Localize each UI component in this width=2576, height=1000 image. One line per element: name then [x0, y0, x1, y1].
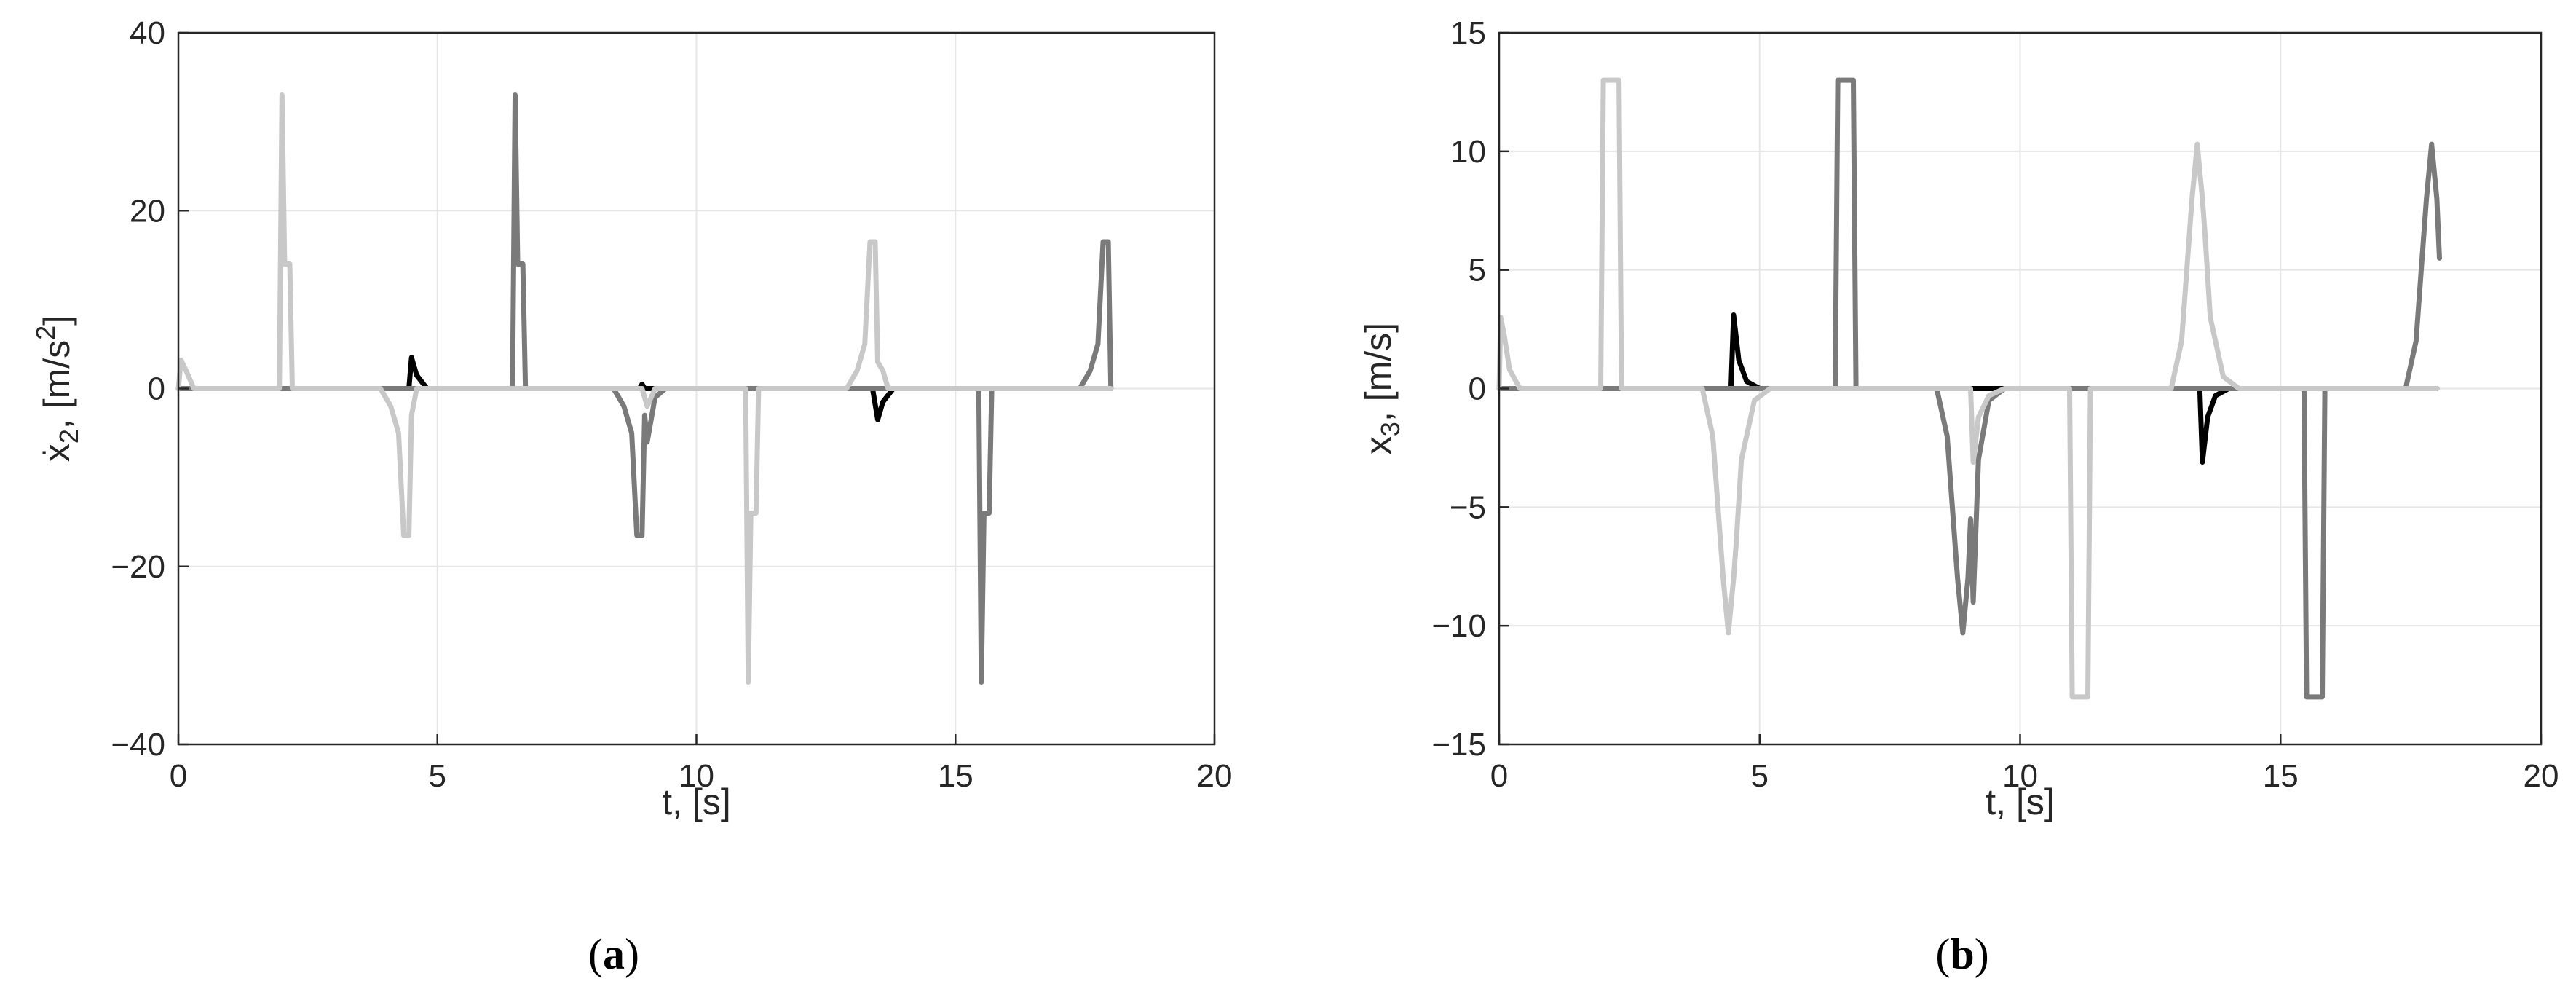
series-line: [1496, 312, 2440, 465]
y-tick-label: −5: [1450, 489, 1486, 525]
y-tick-label: 0: [1469, 371, 1486, 407]
y-axis-label: x3, [m/s]: [1358, 323, 1405, 454]
x-tick-label: 20: [2524, 758, 2559, 794]
y-tick-label: 15: [1450, 15, 1486, 51]
caption-open: (: [588, 930, 603, 978]
caption-letter: a: [603, 930, 625, 978]
x-axis-label: t, [s]: [1986, 782, 2054, 822]
y-label-sub: 3: [1375, 422, 1405, 436]
x-tick-label: 5: [429, 758, 446, 794]
x-tick-label: 15: [938, 758, 973, 794]
y-tick-label: −20: [111, 549, 165, 585]
series-line: [175, 92, 1114, 685]
y-label-end: ]: [36, 315, 77, 326]
caption-close: ): [625, 930, 639, 978]
series-group: [1496, 77, 2442, 700]
y-label-base: ẋ: [36, 444, 77, 462]
series-group: [175, 92, 1114, 685]
caption-close: ): [1975, 930, 1989, 978]
y-axis-label: ẋ2, [m/s2]: [31, 315, 84, 462]
y-label-mid: , [m/s]: [1358, 323, 1399, 422]
caption-a: (a): [588, 930, 639, 978]
x-tick-label: 10: [2002, 758, 2038, 794]
x-tick-label: 0: [170, 758, 187, 794]
x-tick-label: 5: [1751, 758, 1769, 794]
x-tick-label: 10: [679, 758, 714, 794]
y-tick-label: 0: [148, 371, 165, 407]
x-axis-label: t, [s]: [662, 782, 730, 822]
caption-letter: b: [1950, 930, 1974, 978]
tick-group: 0 5 10 15 20 −40 −20 0 20 40: [111, 15, 1232, 794]
y-tick-label: 5: [1469, 253, 1486, 288]
x-tick-label: 0: [1490, 758, 1508, 794]
tick-group: 0 5 10 15 20 −15 −10 −5 0 5 10 15: [1431, 15, 2559, 794]
y-label-sup: 2: [31, 326, 60, 340]
y-label-base: x: [1358, 436, 1399, 454]
y-tick-label: −10: [1431, 608, 1486, 644]
y-label-sub: 2: [54, 429, 84, 444]
series-line: [1496, 77, 2440, 700]
y-label-mid: , [m/s: [36, 340, 77, 429]
series-line: [175, 92, 1114, 685]
y-tick-label: −15: [1431, 727, 1486, 763]
y-tick-label: 10: [1450, 134, 1486, 170]
y-tick-label: 20: [130, 193, 165, 229]
y-tick-label: −40: [111, 727, 165, 763]
caption-open: (: [1935, 930, 1950, 978]
x-tick-label: 15: [2263, 758, 2299, 794]
x-tick-label: 20: [1197, 758, 1233, 794]
y-tick-label: 40: [130, 15, 165, 51]
caption-b: (b): [1935, 930, 1988, 978]
